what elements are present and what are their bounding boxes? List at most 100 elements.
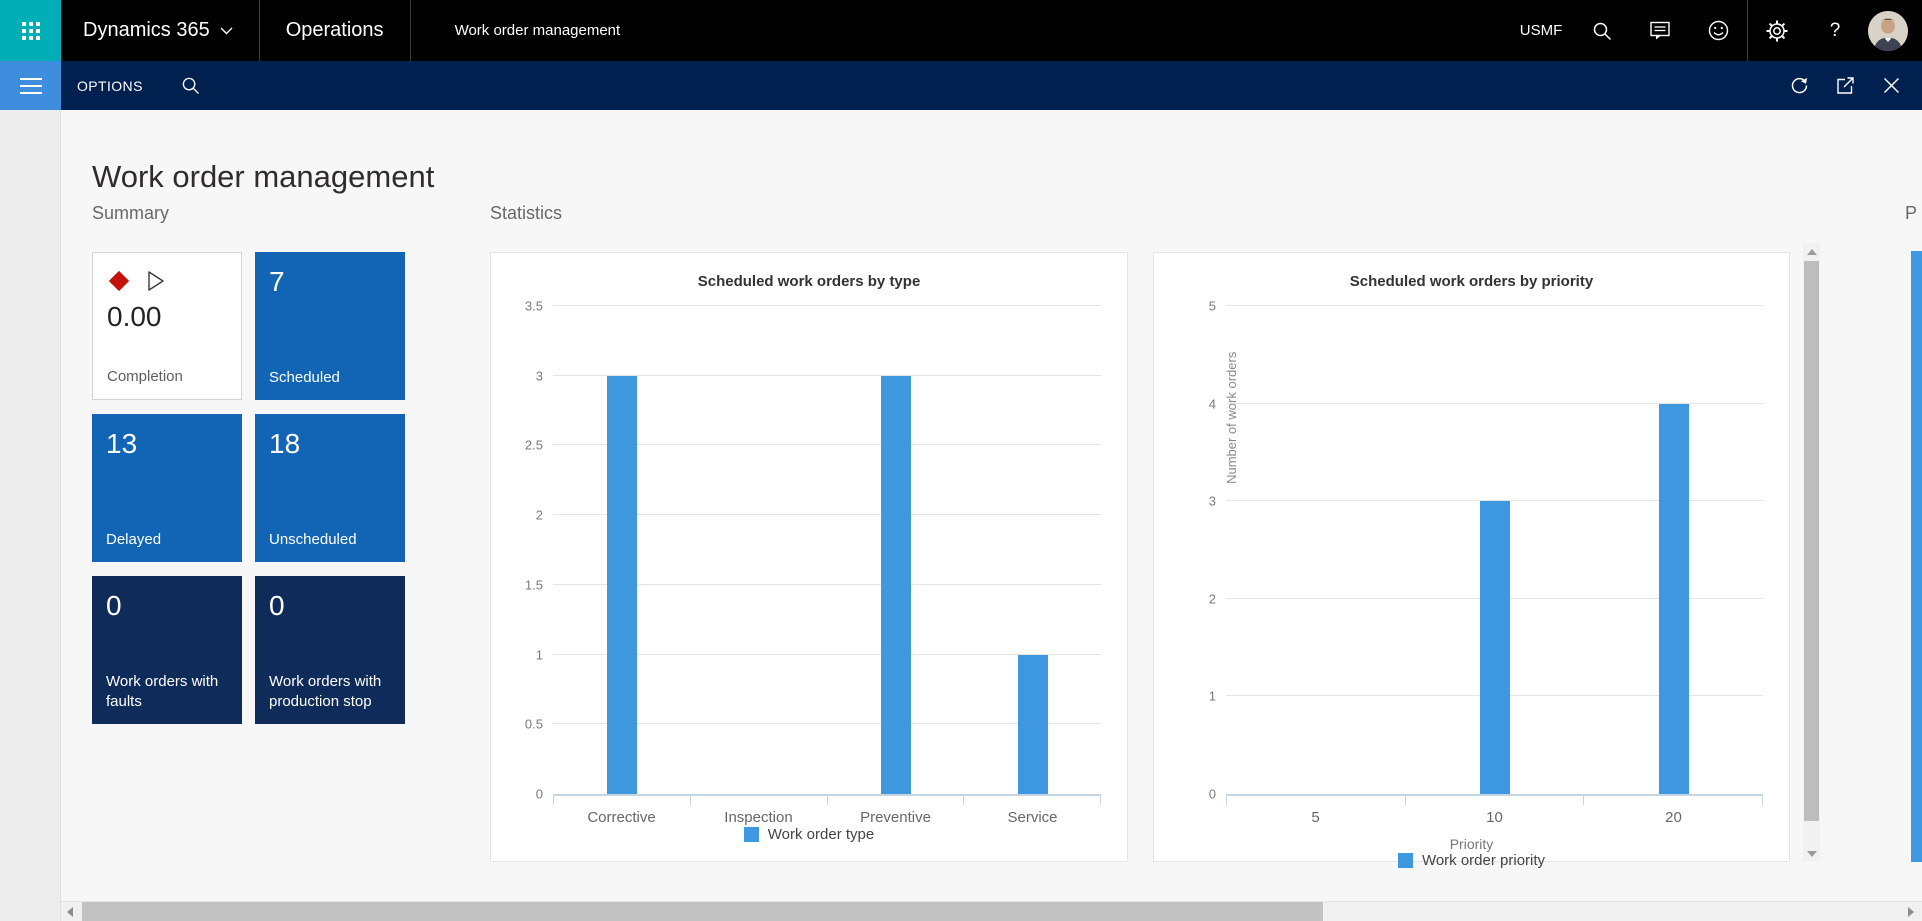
avatar[interactable] — [1868, 10, 1908, 51]
tile-label: Work orders with production stop — [269, 672, 382, 710]
gridline — [553, 583, 1101, 585]
help-button[interactable]: ? — [1806, 0, 1864, 61]
gridline — [1226, 305, 1763, 306]
legend-work-order-type[interactable]: Work order type — [507, 826, 1111, 851]
topbar-page-name: Work order management — [454, 22, 621, 39]
y-tick-label: 4 — [1208, 396, 1216, 412]
summary-tile-grid: 0.00 Completion 7 Scheduled 13 Delayed 1… — [92, 252, 405, 724]
y-tick-label: 3 — [1208, 493, 1216, 509]
chart-work-orders-by-type: Scheduled work orders by type 0 0.5 1 1.5 2 2… — [490, 252, 1128, 862]
tab-options[interactable]: OPTIONS — [77, 77, 143, 94]
bar-service[interactable] — [1017, 654, 1048, 794]
open-in-new-window-button[interactable] — [1822, 61, 1868, 110]
close-icon — [1883, 77, 1899, 94]
tile-label: Scheduled — [269, 368, 340, 386]
x-axis-tick — [1584, 796, 1764, 805]
gear-icon — [1766, 20, 1788, 41]
topbar-divider — [258, 0, 260, 61]
horizontal-scrollbar-thumb[interactable] — [82, 902, 1323, 921]
x-axis-tick — [1226, 796, 1406, 805]
topbar-divider — [1747, 0, 1748, 61]
search-button[interactable] — [1573, 0, 1631, 61]
gridline — [1226, 500, 1763, 502]
bar-20[interactable] — [1658, 403, 1689, 794]
settings-button[interactable] — [1748, 0, 1806, 61]
gridline — [553, 653, 1101, 655]
app-launcher-button[interactable] — [0, 0, 61, 61]
help-icon: ? — [1829, 19, 1841, 41]
x-category-label: 5 — [1311, 809, 1320, 826]
chart-title: Scheduled work orders by type — [697, 273, 921, 290]
tile-delayed[interactable]: 13 Delayed — [92, 414, 242, 562]
chart-title: Scheduled work orders by priority — [1349, 273, 1594, 290]
tile-work-orders-with-faults[interactable]: 0 Work orders with faults — [92, 576, 242, 724]
x-category-label: 10 — [1486, 809, 1503, 826]
tile-completion[interactable]: 0.00 Completion — [92, 252, 242, 400]
legend-work-order-priority[interactable]: Work order priority — [1170, 852, 1773, 877]
y-tick-label: 1.5 — [524, 577, 543, 593]
x-axis — [1226, 794, 1764, 805]
legend-label: Work order priority — [1421, 852, 1546, 869]
vertical-scrollbar[interactable] — [1803, 243, 1820, 862]
x-axis-tick — [1406, 796, 1585, 805]
tile-scheduled[interactable]: 7 Scheduled — [255, 252, 405, 400]
waffle-icon — [21, 21, 40, 40]
scroll-left-arrow[interactable] — [61, 902, 79, 921]
y-tick-label: 0.5 — [524, 716, 543, 732]
gridline — [553, 723, 1101, 725]
x-axis-tick — [828, 796, 965, 805]
bar-10[interactable] — [1479, 501, 1510, 794]
tile-unscheduled[interactable]: 18 Unscheduled — [255, 414, 405, 562]
x-axis-labels: 5 10 20 — [1226, 809, 1763, 826]
tile-value: 0 — [106, 590, 122, 621]
feedback-icon — [1650, 21, 1670, 40]
x-axis-tick — [553, 796, 691, 805]
x-category-label: Corrective — [587, 809, 656, 826]
y-tick-label: 1 — [1208, 688, 1216, 704]
tile-work-orders-with-production-stop[interactable]: 0 Work orders with production stop — [255, 576, 405, 724]
top-navigation-bar: Dynamics 365 Operations Work order manag… — [0, 0, 1922, 61]
y-tick-label: 2.5 — [524, 437, 543, 453]
refresh-button[interactable] — [1776, 61, 1822, 110]
gridline — [1226, 402, 1763, 404]
action-search-button[interactable] — [181, 76, 200, 95]
clipped-panel-edge — [1911, 251, 1922, 862]
tile-label: Unscheduled — [269, 530, 357, 548]
product-label: Dynamics 365 — [83, 19, 210, 41]
nav-pane-toggle-button[interactable] — [0, 61, 61, 110]
y-tick-label: 5 — [1208, 298, 1216, 314]
tile-value: 18 — [269, 428, 301, 459]
tile-value: 7 — [269, 266, 285, 297]
workspace-content: Work order management Summary Statistics… — [61, 110, 1922, 921]
gridline — [553, 374, 1101, 376]
feedback-button[interactable] — [1631, 0, 1689, 61]
y-tick-label: 0 — [1208, 786, 1216, 802]
scroll-right-arrow[interactable] — [1902, 902, 1920, 921]
vertical-scrollbar-thumb[interactable] — [1804, 261, 1819, 821]
x-category-label: Inspection — [724, 809, 793, 826]
search-icon — [1593, 22, 1612, 40]
company-picker-button[interactable]: USMF — [1515, 0, 1573, 61]
x-axis-tick — [964, 796, 1101, 805]
collapsed-navigation-rail[interactable] — [0, 110, 61, 921]
summary-section-header: Summary — [92, 203, 170, 223]
scroll-down-arrow[interactable] — [1803, 845, 1820, 862]
send-a-smile-button[interactable] — [1689, 0, 1747, 61]
bar-preventive[interactable] — [880, 375, 911, 794]
bar-corrective[interactable] — [606, 375, 637, 794]
tile-value: 0.00 — [107, 301, 162, 332]
scroll-up-arrow[interactable] — [1803, 243, 1820, 260]
x-category-label: Preventive — [860, 809, 931, 826]
product-menu-button[interactable]: Dynamics 365 — [83, 19, 233, 42]
y-tick-label: 2 — [1208, 591, 1216, 607]
close-button[interactable] — [1868, 61, 1914, 110]
legend-label: Work order type — [767, 826, 875, 843]
app-name-link[interactable]: Operations — [285, 19, 384, 41]
x-axis-title: Priority — [1449, 836, 1494, 852]
popout-icon — [1836, 77, 1854, 94]
horizontal-scrollbar[interactable] — [61, 901, 1922, 921]
page-title: Work order management — [92, 158, 435, 194]
legend-swatch — [743, 827, 759, 842]
company-label: USMF — [1519, 22, 1563, 39]
